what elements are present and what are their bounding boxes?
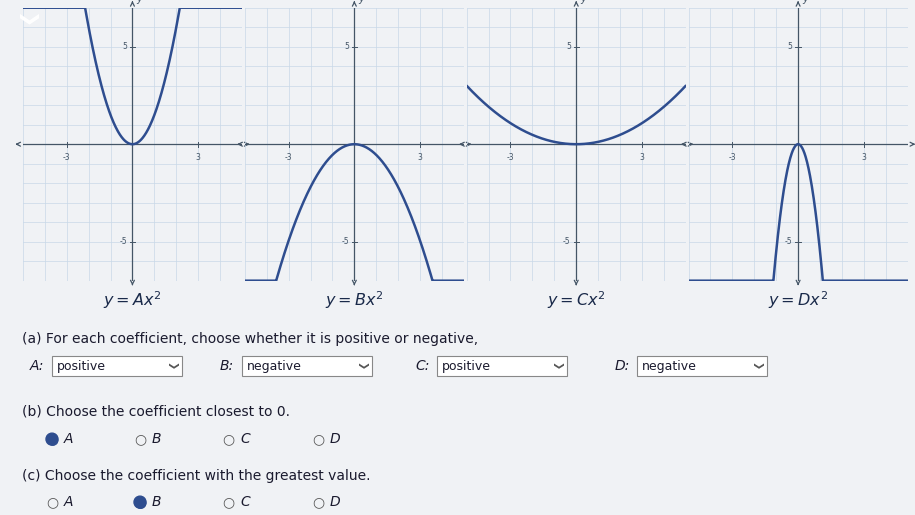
Text: y: y: [136, 0, 142, 4]
Text: 3: 3: [861, 153, 867, 162]
Text: A: A: [64, 495, 73, 509]
Text: -5: -5: [341, 237, 349, 246]
Bar: [52, 356, 182, 376]
Text: ○: ○: [46, 495, 58, 509]
Text: D: D: [330, 432, 340, 446]
Text: $y = Dx^2$: $y = Dx^2$: [768, 289, 828, 311]
Text: B: B: [152, 495, 162, 509]
Text: 3: 3: [417, 153, 423, 162]
Text: y: y: [802, 0, 808, 4]
Bar: [637, 356, 767, 376]
Text: A: A: [64, 432, 73, 446]
Text: 5: 5: [344, 42, 349, 51]
Text: -3: -3: [728, 153, 737, 162]
Text: positive: positive: [442, 359, 491, 373]
Text: 5: 5: [565, 42, 571, 51]
Text: C:: C:: [415, 359, 429, 373]
Text: (b) Choose the coefficient closest to 0.: (b) Choose the coefficient closest to 0.: [22, 404, 290, 418]
Text: ○: ○: [222, 495, 234, 509]
Text: ○: ○: [134, 432, 146, 446]
Text: -3: -3: [507, 153, 514, 162]
Text: -5: -5: [563, 237, 571, 246]
Text: (a) For each coefficient, choose whether it is positive or negative,: (a) For each coefficient, choose whether…: [22, 332, 479, 346]
Text: -3: -3: [63, 153, 70, 162]
Text: C: C: [240, 495, 250, 509]
Text: -5: -5: [785, 237, 792, 246]
Text: positive: positive: [57, 359, 106, 373]
Text: -3: -3: [285, 153, 293, 162]
Text: 3: 3: [640, 153, 644, 162]
Text: ❯: ❯: [167, 362, 177, 370]
Text: -5: -5: [119, 237, 127, 246]
Text: $y = Cx^2$: $y = Cx^2$: [547, 289, 606, 311]
Text: (c) Choose the coefficient with the greatest value.: (c) Choose the coefficient with the grea…: [22, 469, 371, 483]
Text: ❯: ❯: [16, 12, 35, 29]
Text: y: y: [359, 0, 364, 4]
Text: ❯: ❯: [357, 362, 367, 370]
Circle shape: [46, 433, 58, 445]
Text: ○: ○: [222, 432, 234, 446]
Text: ●: ●: [134, 494, 146, 510]
Text: ◉: ◉: [46, 432, 58, 446]
Text: 5: 5: [122, 42, 127, 51]
Text: D:: D:: [615, 359, 630, 373]
Bar: [437, 356, 567, 376]
Text: y: y: [580, 0, 586, 4]
Text: D: D: [330, 495, 340, 509]
Text: 5: 5: [788, 42, 792, 51]
Text: negative: negative: [247, 359, 302, 373]
Text: B: B: [152, 432, 162, 446]
Text: $y = Ax^2$: $y = Ax^2$: [103, 289, 162, 311]
Text: A:: A:: [30, 359, 44, 373]
Text: ❯: ❯: [552, 362, 562, 370]
Text: ○: ○: [312, 432, 324, 446]
Text: 3: 3: [196, 153, 200, 162]
Bar: [242, 356, 372, 376]
Text: C: C: [240, 432, 250, 446]
Text: $y = Bx^2$: $y = Bx^2$: [325, 289, 383, 311]
Text: ❯: ❯: [752, 362, 762, 370]
Text: B:: B:: [220, 359, 234, 373]
Text: negative: negative: [642, 359, 697, 373]
Text: ○: ○: [312, 495, 324, 509]
Circle shape: [134, 496, 146, 508]
